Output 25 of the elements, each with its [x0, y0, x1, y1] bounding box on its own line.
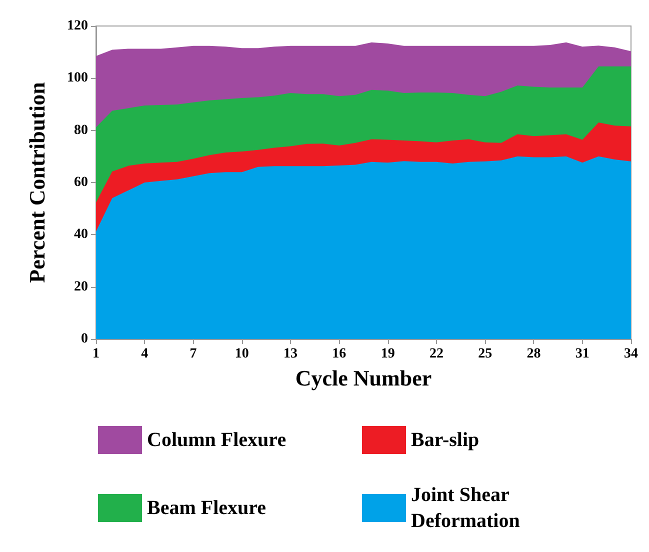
y-tick-label: 80 [74, 122, 88, 138]
x-tick-label: 7 [190, 346, 197, 362]
y-tick-label: 40 [74, 227, 88, 242]
x-axis-title: Cycle Number [295, 366, 432, 390]
legend-label: Joint Shear Deformation [411, 484, 520, 532]
x-tick-label: 4 [141, 346, 148, 362]
x-tick-label: 28 [526, 346, 541, 362]
x-tick-label: 19 [380, 346, 395, 362]
y-tick-label: 20 [74, 279, 88, 294]
legend-label: Beam Flexure [147, 497, 266, 519]
y-axis-title: Percent Contribution [24, 82, 50, 283]
y-tick-label: 60 [74, 175, 88, 190]
x-tick-label: 25 [478, 346, 492, 362]
legend-label: Bar-slip [411, 429, 480, 451]
x-tick-label: 13 [284, 346, 298, 362]
y-tick-label: 0 [81, 332, 88, 346]
x-tick-label: 1 [92, 346, 100, 362]
x-tick-label: 22 [429, 346, 444, 362]
y-tick-label: 100 [67, 70, 88, 86]
legend-label: Column Flexure [147, 429, 286, 451]
x-tick-label: 31 [575, 346, 590, 362]
x-tick-label: 16 [332, 346, 346, 362]
x-tick-label: 10 [234, 346, 249, 362]
x-tick-label: 34 [624, 346, 638, 362]
y-tick-label: 120 [67, 18, 88, 34]
